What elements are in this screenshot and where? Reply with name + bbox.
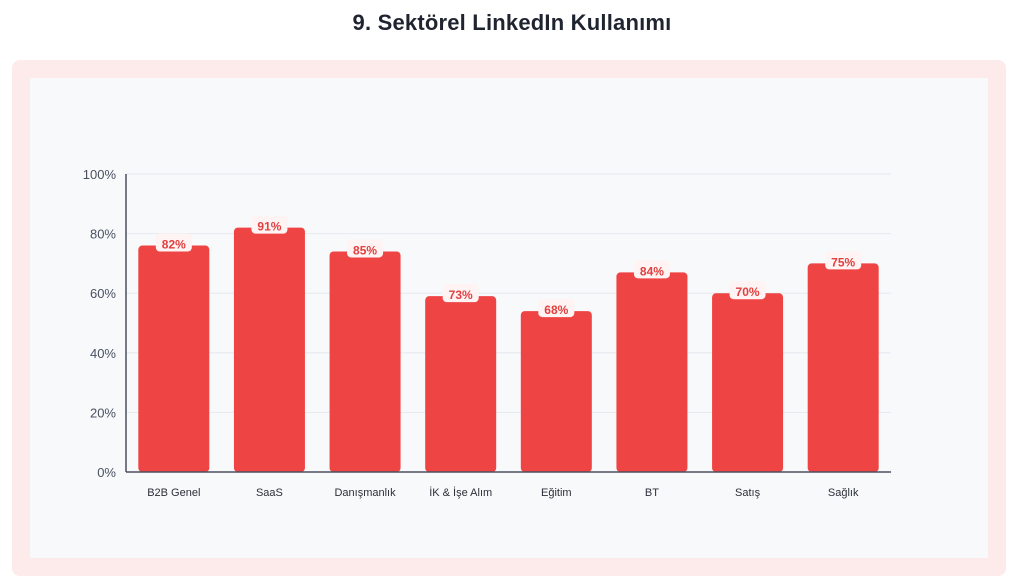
category-label: Eğitim <box>541 487 572 499</box>
value-label: 85% <box>353 243 377 257</box>
y-tick-label: 20% <box>90 405 116 420</box>
bar <box>807 263 879 472</box>
value-label-chip <box>442 284 479 303</box>
value-label-chip <box>251 215 288 234</box>
value-label: 82% <box>162 238 186 252</box>
y-tick-label: 40% <box>90 346 116 361</box>
bars <box>138 227 879 472</box>
category-label: İK & İşe Alım <box>429 486 492 499</box>
y-tick-label: 0% <box>97 465 116 480</box>
category-label: B2B Genel <box>147 487 200 499</box>
bar <box>138 245 210 472</box>
x-axis-categories: B2B Genel SaaS Danışmanlık İK & İşe Alım Eği… <box>147 486 859 499</box>
y-tick-label: 100% <box>83 167 117 182</box>
value-label: 75% <box>831 255 855 269</box>
value-label: 68% <box>544 303 568 317</box>
value-label: 73% <box>449 288 473 302</box>
chart-title: 9. Sektörel LinkedIn Kullanımı <box>352 10 672 35</box>
category-label: BT <box>645 487 659 499</box>
value-labels: 82% 91% 85% 73% 68% 84% 70% 75% <box>155 215 862 318</box>
value-label-chip <box>347 239 384 258</box>
bar <box>616 272 688 472</box>
category-label: SaaS <box>256 487 283 499</box>
category-label: Sağlık <box>828 487 859 499</box>
category-label: Danışmanlık <box>334 487 396 499</box>
bar <box>520 311 592 472</box>
bar <box>425 296 497 472</box>
bar <box>233 227 305 472</box>
value-label-chip <box>825 251 862 270</box>
bar <box>329 251 401 472</box>
value-label-chip <box>729 281 766 300</box>
value-label: 84% <box>640 264 664 278</box>
value-label: 91% <box>257 220 281 234</box>
value-label-chip <box>155 233 192 252</box>
bar <box>712 293 784 472</box>
y-axis-ticks: 0% 20% 40% 60% 80% 100% <box>83 167 117 480</box>
value-label-chip <box>633 260 670 279</box>
category-label: Satış <box>735 487 761 499</box>
y-tick-label: 60% <box>90 286 116 301</box>
value-label: 70% <box>736 285 760 299</box>
value-label-chip <box>538 299 575 318</box>
y-tick-label: 80% <box>90 227 116 242</box>
